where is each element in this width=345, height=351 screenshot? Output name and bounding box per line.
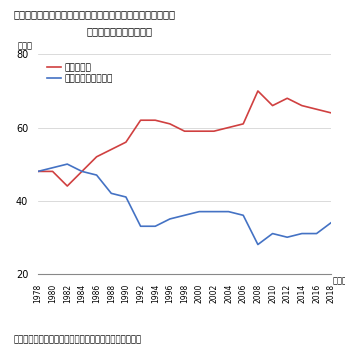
Text: 図表８　「日頃、社会の一員として、何か社会のために役立: 図表８ 「日頃、社会の一員として、何か社会のために役立	[14, 9, 176, 19]
Text: ちたいと思っているか」: ちたいと思っているか」	[86, 26, 152, 36]
Text: （年）: （年）	[333, 276, 345, 285]
Text: （資料）内閣府「社会意識に関する世論調査」より作成: （資料）内閣府「社会意識に関する世論調査」より作成	[14, 336, 142, 345]
Text: （％）: （％）	[17, 41, 32, 50]
Legend: 思っている, あまり考えていない: 思っている, あまり考えていない	[46, 61, 115, 85]
